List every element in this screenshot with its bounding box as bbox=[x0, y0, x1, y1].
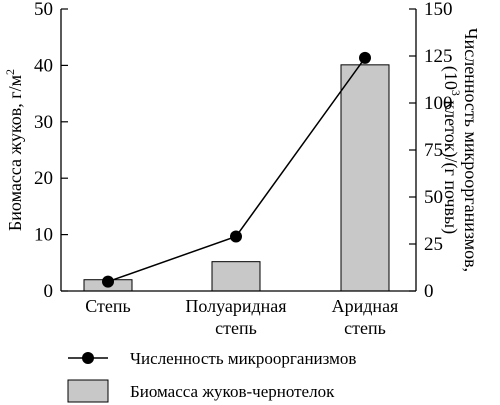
left-tick-label: 30 bbox=[34, 112, 53, 133]
bar bbox=[211, 261, 261, 292]
left-tick-label: 40 bbox=[34, 55, 53, 76]
left-axis-title-sup: 2 bbox=[3, 69, 17, 75]
left-tick-label: 20 bbox=[34, 168, 53, 189]
right-tick-label: 50 bbox=[424, 187, 443, 208]
legend-bar-label: Биомасса жуков-чернотелок bbox=[130, 382, 335, 401]
microorganism-line bbox=[107, 57, 366, 283]
line-point bbox=[102, 275, 114, 288]
right-tick-label: 125 bbox=[424, 46, 453, 67]
left-axis-title: Биомасса жуков, г/м2 bbox=[3, 69, 25, 231]
right-tick-label: 25 bbox=[424, 234, 443, 255]
right-axis-title-rest: клеток)/(г почвы) bbox=[440, 96, 461, 234]
category-label: Полуаридная bbox=[185, 296, 286, 316]
category-label: степь bbox=[215, 318, 257, 338]
right-axis-title-sup: 3 bbox=[449, 90, 463, 96]
right-tick-label: 75 bbox=[424, 140, 443, 161]
category-label: Аридная bbox=[332, 296, 399, 316]
right-tick-label: 0 bbox=[424, 281, 434, 302]
line-point bbox=[230, 230, 242, 243]
bar bbox=[340, 64, 390, 292]
right-tick-label: 100 bbox=[424, 93, 453, 114]
left-tick-label: 0 bbox=[44, 281, 54, 302]
legend-bar-swatch bbox=[67, 379, 109, 403]
left-tick-label: 10 bbox=[34, 225, 53, 246]
right-axis-title-line1: Численность микроорганизмов, bbox=[461, 28, 481, 272]
legend-line-marker bbox=[82, 352, 94, 364]
category-label: степь bbox=[344, 318, 386, 338]
right-axis-title-line2: (103 клеток)/(г почвы) bbox=[440, 66, 463, 234]
legend-line-label: Численность микроорганизмов bbox=[130, 349, 356, 368]
left-tick-label: 50 bbox=[34, 0, 53, 20]
category-label: Степь bbox=[85, 296, 130, 316]
right-axis-title-open: (10 bbox=[440, 66, 461, 90]
left-axis-title-text: Биомасса жуков, г/м bbox=[5, 75, 25, 231]
line-point bbox=[359, 51, 371, 64]
right-tick-label: 150 bbox=[424, 0, 453, 20]
